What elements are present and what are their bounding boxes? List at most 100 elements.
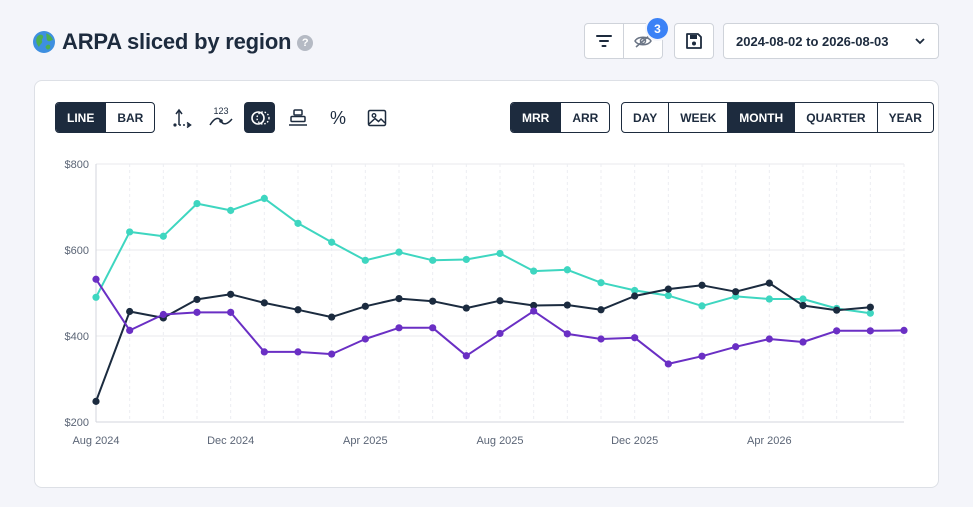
series-1-point[interactable] [866, 303, 874, 311]
series-2-point[interactable] [765, 335, 773, 343]
series-0-point[interactable] [227, 206, 235, 215]
series-1-point[interactable] [260, 299, 268, 307]
stack-icon [288, 108, 307, 126]
series-1-point[interactable] [92, 397, 100, 405]
series-2-point[interactable] [395, 324, 403, 332]
series-0-point[interactable] [92, 293, 100, 301]
series-1-point[interactable] [732, 288, 740, 296]
series-2-point[interactable] [698, 352, 706, 360]
chart-type-line[interactable]: LINE [56, 103, 106, 132]
series-1-point[interactable] [530, 301, 538, 310]
stack-button[interactable] [282, 102, 313, 133]
series-1-point[interactable] [496, 297, 504, 305]
series-0-point[interactable] [260, 194, 268, 202]
series-0-point[interactable] [698, 302, 706, 310]
axis-toggle-button[interactable] [166, 102, 197, 133]
series-2-point[interactable] [833, 327, 841, 335]
series-2-point[interactable] [900, 326, 908, 335]
series-2-point[interactable] [260, 348, 268, 356]
series-2-point[interactable] [92, 275, 100, 283]
series-1-point[interactable] [193, 295, 201, 304]
series-0-point[interactable] [361, 256, 369, 264]
series-2-point[interactable] [597, 335, 605, 343]
series-0-point[interactable] [496, 249, 504, 258]
series-1-point[interactable] [227, 290, 235, 298]
series-1-point[interactable] [765, 279, 773, 287]
series-0-point[interactable] [631, 286, 639, 295]
series-2-point[interactable] [126, 326, 134, 335]
series-2-point[interactable] [193, 308, 201, 316]
series-1-point[interactable] [294, 306, 302, 314]
series-2-point[interactable] [227, 308, 235, 316]
series-2-point[interactable] [530, 307, 538, 315]
series-2-point[interactable] [361, 335, 369, 343]
measure-mrr[interactable]: MRR [511, 103, 561, 132]
percent-button[interactable]: % [322, 102, 353, 133]
series-2-point[interactable] [496, 329, 504, 338]
series-1-point[interactable] [126, 307, 134, 316]
interval-quarter[interactable]: QUARTER [794, 103, 876, 132]
series-2-point[interactable] [732, 343, 740, 351]
date-range-value: 2024-08-02 to 2026-08-03 [736, 33, 889, 49]
series-0-point[interactable] [462, 255, 470, 264]
series-2-point[interactable] [328, 350, 336, 358]
series-1-point[interactable] [597, 306, 605, 314]
measure-toggle: MRR ARR [510, 102, 611, 133]
series-0-point[interactable] [429, 256, 437, 264]
series-0-point[interactable] [866, 309, 874, 317]
export-image-button[interactable] [361, 102, 392, 133]
series-1-point[interactable] [563, 301, 571, 309]
series-2-point[interactable] [664, 360, 672, 368]
series-1-point[interactable] [361, 302, 369, 310]
series-0-point[interactable] [765, 295, 773, 303]
hidden-series-button[interactable] [623, 23, 663, 59]
series-1-point[interactable] [664, 285, 672, 293]
interval-week[interactable]: WEEK [668, 103, 727, 132]
chart-type-bar[interactable]: BAR [105, 103, 154, 132]
series-1-point[interactable] [833, 306, 841, 314]
series-1-point[interactable] [799, 301, 807, 310]
series-1-point[interactable] [429, 297, 437, 305]
series-2-point[interactable] [159, 310, 167, 319]
series-line-0 [95, 197, 871, 315]
series-2-point[interactable] [631, 334, 639, 342]
series-0-point[interactable] [664, 291, 672, 300]
date-range-picker[interactable]: 2024-08-02 to 2026-08-03 [723, 23, 939, 59]
x-tick-label: Aug 2025 [476, 435, 523, 447]
measure-arr[interactable]: ARR [560, 103, 609, 132]
series-2-point[interactable] [294, 348, 302, 356]
series-2-point[interactable] [799, 338, 807, 346]
chevron-down-icon [915, 38, 925, 45]
filter-button[interactable] [584, 23, 624, 59]
series-0-point[interactable] [159, 232, 167, 240]
interval-toggle: DAY WEEK MONTH QUARTER YEAR [621, 102, 934, 133]
series-1-point[interactable] [698, 281, 706, 289]
series-0-point[interactable] [563, 266, 571, 274]
series-0-point[interactable] [328, 238, 336, 246]
series-0-point[interactable] [193, 199, 201, 208]
save-button[interactable] [674, 23, 714, 59]
help-icon[interactable]: ? [297, 35, 314, 51]
series-0-point[interactable] [799, 295, 807, 303]
series-1-point[interactable] [462, 304, 470, 312]
series-line-1 [95, 282, 871, 402]
series-1-point[interactable] [328, 313, 336, 321]
y-tick-label: $600 [65, 245, 89, 257]
interval-month[interactable]: MONTH [727, 103, 795, 132]
series-1-point[interactable] [631, 292, 639, 300]
compare-toggle-button[interactable] [244, 102, 275, 133]
series-2-point[interactable] [429, 324, 437, 332]
x-tick-label: Aug 2024 [72, 435, 119, 447]
series-2-point[interactable] [563, 330, 571, 338]
series-0-point[interactable] [126, 228, 134, 236]
series-0-point[interactable] [395, 248, 403, 256]
interval-year[interactable]: YEAR [876, 103, 933, 132]
data-labels-button[interactable]: 123 [205, 102, 236, 133]
series-1-point[interactable] [395, 294, 403, 303]
series-2-point[interactable] [462, 352, 470, 360]
interval-day[interactable]: DAY [633, 110, 658, 125]
series-2-point[interactable] [866, 327, 874, 335]
series-0-point[interactable] [294, 219, 302, 227]
series-0-point[interactable] [597, 279, 605, 287]
series-0-point[interactable] [530, 267, 538, 275]
